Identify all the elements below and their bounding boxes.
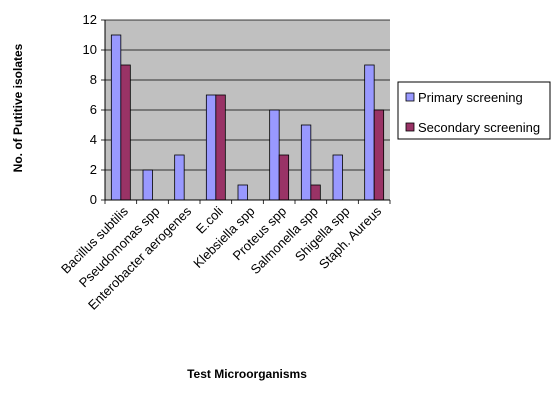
legend: Primary screening Secondary screening [397,81,551,140]
y-tick-label: 10 [83,42,97,57]
y-tick-label: 12 [83,12,97,27]
bar-primary-2 [174,154,185,201]
legend-label-secondary: Secondary screening [418,120,540,135]
y-tick-label: 0 [90,192,97,207]
y-tick-label: 2 [90,162,97,177]
legend-swatch-primary [405,92,415,102]
bar-secondary-0 [120,64,131,201]
y-axis-title: No. of Putitive isolates [11,43,25,172]
bar-secondary-6 [310,184,321,201]
bar-secondary-3 [215,94,226,201]
bar-primary-4 [237,184,248,201]
legend-box [397,81,551,140]
bar-primary-3 [205,94,217,201]
bar-secondary-5 [278,154,290,201]
bar-primary-0 [110,34,122,201]
x-axis-title: Test Microorganisms [187,367,307,381]
y-tick-label: 6 [90,102,97,117]
bars [110,34,385,201]
legend-label-primary: Primary screening [418,90,523,105]
legend-swatch-secondary [405,122,415,132]
axes [101,19,391,204]
y-tick-labels: 0 2 4 6 8 10 12 [83,12,97,207]
y-tick-label: 4 [90,132,97,147]
bar-secondary-8 [373,109,385,201]
bar-primary-8 [364,64,375,201]
bar-primary-5 [269,109,280,201]
bar-primary-6 [300,124,312,201]
bar-primary-7 [332,154,343,201]
y-tick-label: 8 [90,72,97,87]
bar-primary-1 [142,169,153,201]
